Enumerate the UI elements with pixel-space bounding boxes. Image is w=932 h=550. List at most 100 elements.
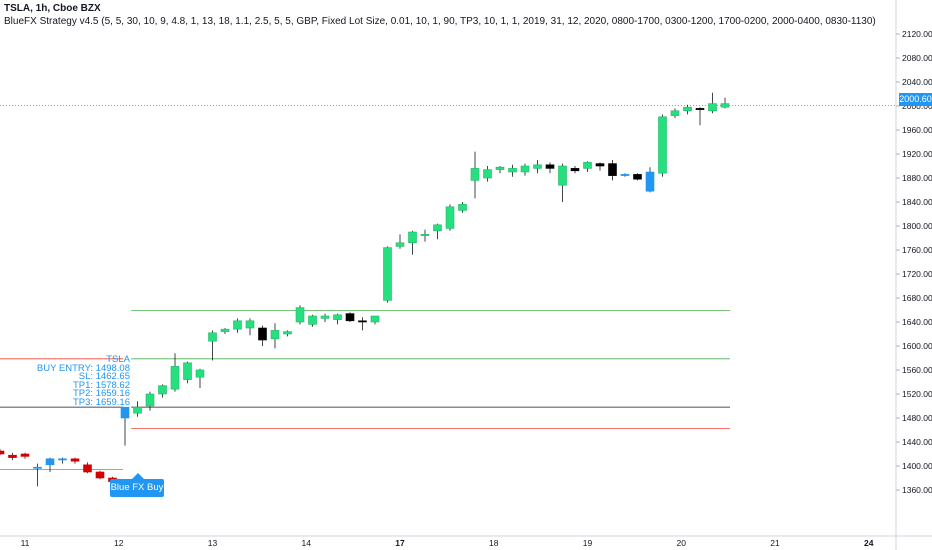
candle-body xyxy=(570,168,580,172)
candle-body xyxy=(245,320,255,329)
candle-body xyxy=(8,454,17,458)
y-tick-label: 2000.00 xyxy=(902,101,932,111)
y-tick-label: 1920.00 xyxy=(902,149,932,159)
candle-body xyxy=(95,471,105,479)
candle-body xyxy=(495,166,505,170)
candle-body xyxy=(470,168,480,181)
candle-body xyxy=(445,206,455,229)
candle-body xyxy=(620,174,630,176)
x-tick-label: 11 xyxy=(21,538,30,548)
y-tick-label: 1440.00 xyxy=(902,437,932,447)
candle-body xyxy=(408,231,417,244)
y-tick-label: 1480.00 xyxy=(902,413,932,423)
candle-body xyxy=(258,327,267,341)
y-tick-label: 1520.00 xyxy=(902,389,932,399)
x-tick-label: 21 xyxy=(770,538,780,548)
candle-body xyxy=(520,165,530,173)
y-tick-label: 1800.00 xyxy=(902,221,932,231)
candle-body xyxy=(370,315,380,323)
y-tick-label: 1360.00 xyxy=(902,485,932,495)
candle-body xyxy=(695,108,705,110)
x-tick-label: 14 xyxy=(302,538,312,548)
x-tick-label: 17 xyxy=(395,538,405,548)
candle-body xyxy=(670,110,680,116)
candle-body xyxy=(358,320,367,323)
candle-body xyxy=(333,314,342,320)
candle-body xyxy=(420,234,430,236)
candle-body xyxy=(45,458,55,466)
candle-body xyxy=(558,165,567,186)
candle-body xyxy=(195,369,205,378)
candle-body xyxy=(308,315,317,325)
candle-body xyxy=(608,163,617,176)
candle-body xyxy=(145,393,155,407)
y-tick-label: 1680.00 xyxy=(902,293,932,303)
candle-body xyxy=(270,330,280,340)
last-price-tag: 2000.60 xyxy=(899,93,932,106)
candle-body xyxy=(345,313,355,322)
x-tick-label: 24 xyxy=(864,538,874,548)
candle-body xyxy=(133,406,142,414)
candle-body xyxy=(158,385,167,395)
candle-body xyxy=(633,174,642,180)
entry-tp3: TP3: 1659.16 xyxy=(72,396,130,408)
y-tick-label: 1600.00 xyxy=(902,341,932,351)
x-tick-label: 19 xyxy=(583,538,593,548)
y-tick-label: 1760.00 xyxy=(902,245,932,255)
strategy-title: BlueFX Strategy v4.5 (5, 5, 30, 10, 9, 4… xyxy=(4,16,876,27)
x-tick-label: 12 xyxy=(114,538,124,548)
candle-body xyxy=(58,458,67,461)
y-tick-label: 1880.00 xyxy=(902,173,932,183)
entry-tp2: TP2: 1659.16 xyxy=(72,388,130,400)
candle-body xyxy=(395,242,405,247)
candle-body xyxy=(233,320,242,330)
buy-signal-badge[interactable]: Blue FX Buy xyxy=(110,473,164,497)
candle-body xyxy=(533,164,542,169)
entry-symbol: TSLA xyxy=(106,354,130,365)
y-tick-label: 1640.00 xyxy=(902,317,932,327)
candle-body xyxy=(83,464,92,473)
candle-body xyxy=(183,362,192,380)
x-tick-label: 18 xyxy=(489,538,499,548)
candle-body xyxy=(645,171,655,192)
symbol-title: TSLA, 1h, Cboe BZX xyxy=(4,3,101,14)
y-tick-label: 1720.00 xyxy=(902,269,932,279)
candle-body xyxy=(595,163,605,167)
candle-body xyxy=(658,116,667,174)
candle-body xyxy=(583,162,592,169)
candle-body xyxy=(0,450,5,455)
candle-body xyxy=(458,204,467,211)
entry-info-box: TSLA BUY ENTRY: 1498.08 SL: 1462.65 TP1:… xyxy=(36,354,130,408)
candle-body xyxy=(683,106,692,112)
candle-body xyxy=(508,168,517,173)
x-tick-label: 20 xyxy=(677,538,687,548)
candle-body xyxy=(208,332,217,342)
candle-body xyxy=(120,406,130,419)
candle-body xyxy=(320,315,330,319)
y-tick-label: 2040.00 xyxy=(902,77,932,87)
y-tick-label: 1400.00 xyxy=(902,461,932,471)
y-tick-label: 1840.00 xyxy=(902,197,932,207)
candle-body xyxy=(483,169,492,179)
candle-body xyxy=(220,328,230,332)
entry-buy-price: BUY ENTRY: 1498.08 xyxy=(36,362,130,374)
y-tick-label: 1560.00 xyxy=(902,365,932,375)
candle-body xyxy=(383,247,392,301)
candle-body xyxy=(708,103,717,112)
candle-body xyxy=(433,224,442,232)
y-tick-label: 1960.00 xyxy=(902,125,932,135)
candle-body xyxy=(70,458,80,462)
entry-tp1: TP1: 1578.62 xyxy=(72,379,130,391)
candle-body xyxy=(283,331,292,335)
y-tick-label: 2080.00 xyxy=(902,53,932,63)
candle-body xyxy=(295,307,305,323)
y-tick-label: 2120.00 xyxy=(902,29,932,39)
entry-stop-loss: SL: 1462.65 xyxy=(78,371,130,383)
candle-body xyxy=(170,366,180,390)
candle-body xyxy=(20,453,30,457)
candle-body xyxy=(33,466,42,469)
candle-body xyxy=(720,103,730,108)
candle-body xyxy=(545,164,555,169)
x-tick-label: 13 xyxy=(208,538,218,548)
